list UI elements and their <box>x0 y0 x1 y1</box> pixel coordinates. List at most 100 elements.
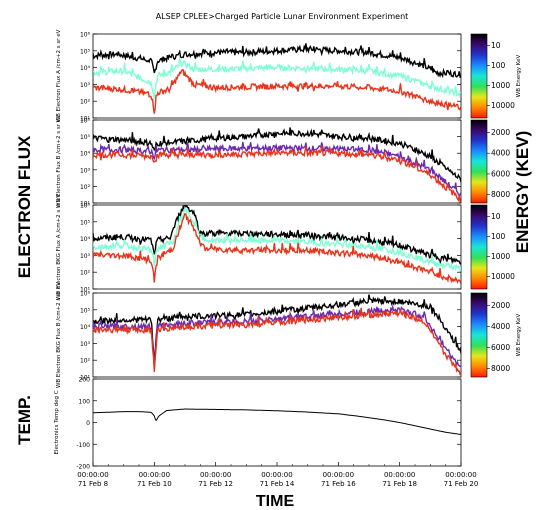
colorbar-label: WB Energy KeV <box>516 314 522 357</box>
series-line-1 <box>93 43 461 79</box>
y-tick-label: 10⁵ <box>80 307 91 314</box>
series-group <box>93 408 461 435</box>
x-tick-date: 71 Feb 20 <box>444 480 479 488</box>
colorbar-gradient <box>470 33 488 119</box>
colorbar-gradient <box>470 119 488 204</box>
colorbar-2: 2000 4000 6000 8000 <box>470 119 510 204</box>
y-tick-label: 10² <box>80 270 91 277</box>
chart-title: ALSEP CPLEE>Charged Particle Lunar Envir… <box>156 12 409 21</box>
panel-5: -200 -100 0 100 200 Electronics Temp deg C <box>54 377 462 471</box>
panel-ylabel: WB Electron BKG Flux B /cm+2 s sr eV <box>56 282 62 388</box>
colorbar-tick-label: 4000 <box>491 149 510 158</box>
colorbar-tick-label: 100 <box>491 232 506 241</box>
y-tick-label: 10⁵ <box>80 134 91 141</box>
panel-1: 10¹ 10² 10³ 10⁴ 10⁵ 10⁶ WB Electron Flux A /cm… <box>56 29 462 123</box>
colorbar-tick-label: 2000 <box>491 301 510 310</box>
x-axis-label: TIME <box>256 493 295 510</box>
y-tick-label: 10⁵ <box>80 48 91 55</box>
panel-ylabel: WB Electron Flux B /cm+2 s sr eV <box>56 115 62 208</box>
y-tick-label: 10⁵ <box>80 219 91 226</box>
x-tick-time: 00:00:00 <box>261 471 292 479</box>
y-tick-label: 10¹ <box>80 287 91 294</box>
y-tick-label: 10³ <box>80 167 91 174</box>
colorbar-tick-label: 10 <box>491 212 501 221</box>
y-tick-label: 10⁶ <box>80 291 91 298</box>
colorbar-4: 2000 4000 6000 8000 WB Energy KeV <box>470 292 522 378</box>
series-group <box>93 294 461 376</box>
panel-frame <box>92 292 462 378</box>
series-line-3 <box>93 212 461 285</box>
y-tick-label: 10³ <box>80 253 91 260</box>
y-tick-label: 10⁴ <box>80 324 91 331</box>
series-line-1 <box>93 127 461 183</box>
y-tick-label: 10⁶ <box>80 203 91 210</box>
y-tick-label: 100 <box>79 398 91 405</box>
x-tick-time: 00:00:00 <box>323 471 354 479</box>
colorbar-tick-label: 1000 <box>491 81 510 90</box>
panel-ylabel: WB Electron Flux A /cm+2 s sr eV <box>56 29 62 122</box>
colorbar-tick-label: 8000 <box>491 364 510 373</box>
colorbar-tick-label: 6000 <box>491 343 510 352</box>
series-line-1 <box>93 408 461 435</box>
group-label-electron-flux: ELECTRON FLUX <box>15 135 34 278</box>
colorbar-tick-label: 10000 <box>491 101 515 110</box>
panel-frame <box>92 378 462 467</box>
y-tick-label: 10³ <box>80 82 91 89</box>
x-tick-date: 71 Feb 10 <box>137 480 172 488</box>
colorbar-gradient <box>470 204 488 290</box>
colorbar-label: WB Energy KeV <box>516 55 522 98</box>
colorbar-tick-label: 1000 <box>491 252 510 261</box>
y-tick-label: 10⁴ <box>80 151 91 158</box>
x-tick-date: 71 Feb 12 <box>198 480 233 488</box>
x-tick-time: 00:00:00 <box>139 471 170 479</box>
x-tick-time: 00:00:00 <box>77 471 108 479</box>
y-tick-label: 200 <box>79 377 91 384</box>
colorbar-tick-label: 100 <box>491 61 506 70</box>
y-tick-label: 10¹ <box>80 375 91 382</box>
series-line-3 <box>93 69 461 114</box>
panel-ylabel: Electronics Temp deg C <box>54 390 60 454</box>
colorbar-gradient <box>470 292 488 378</box>
x-tick-date: 71 Feb 14 <box>260 480 295 488</box>
panels-group: 10¹ 10² 10³ 10⁴ 10⁵ 10⁶ WB Electron Flux A /cm… <box>54 29 462 471</box>
y-tick-label: 10⁴ <box>80 65 91 72</box>
series-line-3 <box>93 307 461 376</box>
y-tick-label: 10⁶ <box>80 32 91 39</box>
colorbar-3: 10 100 1000 10000 <box>470 204 515 290</box>
y-tick-label: 10⁴ <box>80 236 91 243</box>
panel-ylabel: WB Electron BKG Flux A /cm+2 s sr eV <box>56 194 62 300</box>
series-line-1 <box>93 205 461 265</box>
colorbar-tick-label: 2000 <box>491 128 510 137</box>
y-tick-label: 10⁶ <box>80 118 91 125</box>
series-group <box>93 43 461 114</box>
series-line-3 <box>93 145 461 203</box>
y-tick-label: 10² <box>80 99 91 106</box>
panel-3: 10¹ 10² 10³ 10⁴ 10⁵ 10⁶ WB Electron BKG Flux A… <box>56 194 462 300</box>
x-tick-date: 71 Feb 8 <box>78 480 108 488</box>
panel-2: 10¹ 10² 10³ 10⁴ 10⁵ 10⁶ WB Electron Flux B /cm… <box>56 115 462 208</box>
group-label-temp: TEMP. <box>15 395 34 445</box>
x-tick-date: 71 Feb 18 <box>382 480 417 488</box>
y-tick-label: 10¹ <box>80 116 91 123</box>
colorbar-tick-label: 10000 <box>491 272 515 281</box>
colorbar-tick-label: 10 <box>491 41 501 50</box>
y-tick-label: 10³ <box>80 341 91 348</box>
x-tick-time: 00:00:00 <box>445 471 476 479</box>
colorbar-tick-label: 6000 <box>491 169 510 178</box>
y-tick-label: 10² <box>80 184 91 191</box>
x-tick-time: 00:00:00 <box>384 471 415 479</box>
y-tick-label: 10² <box>80 358 91 365</box>
colorbar-tick-label: 4000 <box>491 322 510 331</box>
colorbar-tick-label: 8000 <box>491 190 510 199</box>
x-tick-date: 71 Feb 16 <box>321 480 356 488</box>
series-line-2 <box>93 205 461 272</box>
x-tick-time: 00:00:00 <box>200 471 231 479</box>
y-tick-label: 10¹ <box>80 201 91 208</box>
series-group <box>93 127 461 203</box>
panel-frame <box>92 33 462 119</box>
series-line-2 <box>93 56 461 99</box>
